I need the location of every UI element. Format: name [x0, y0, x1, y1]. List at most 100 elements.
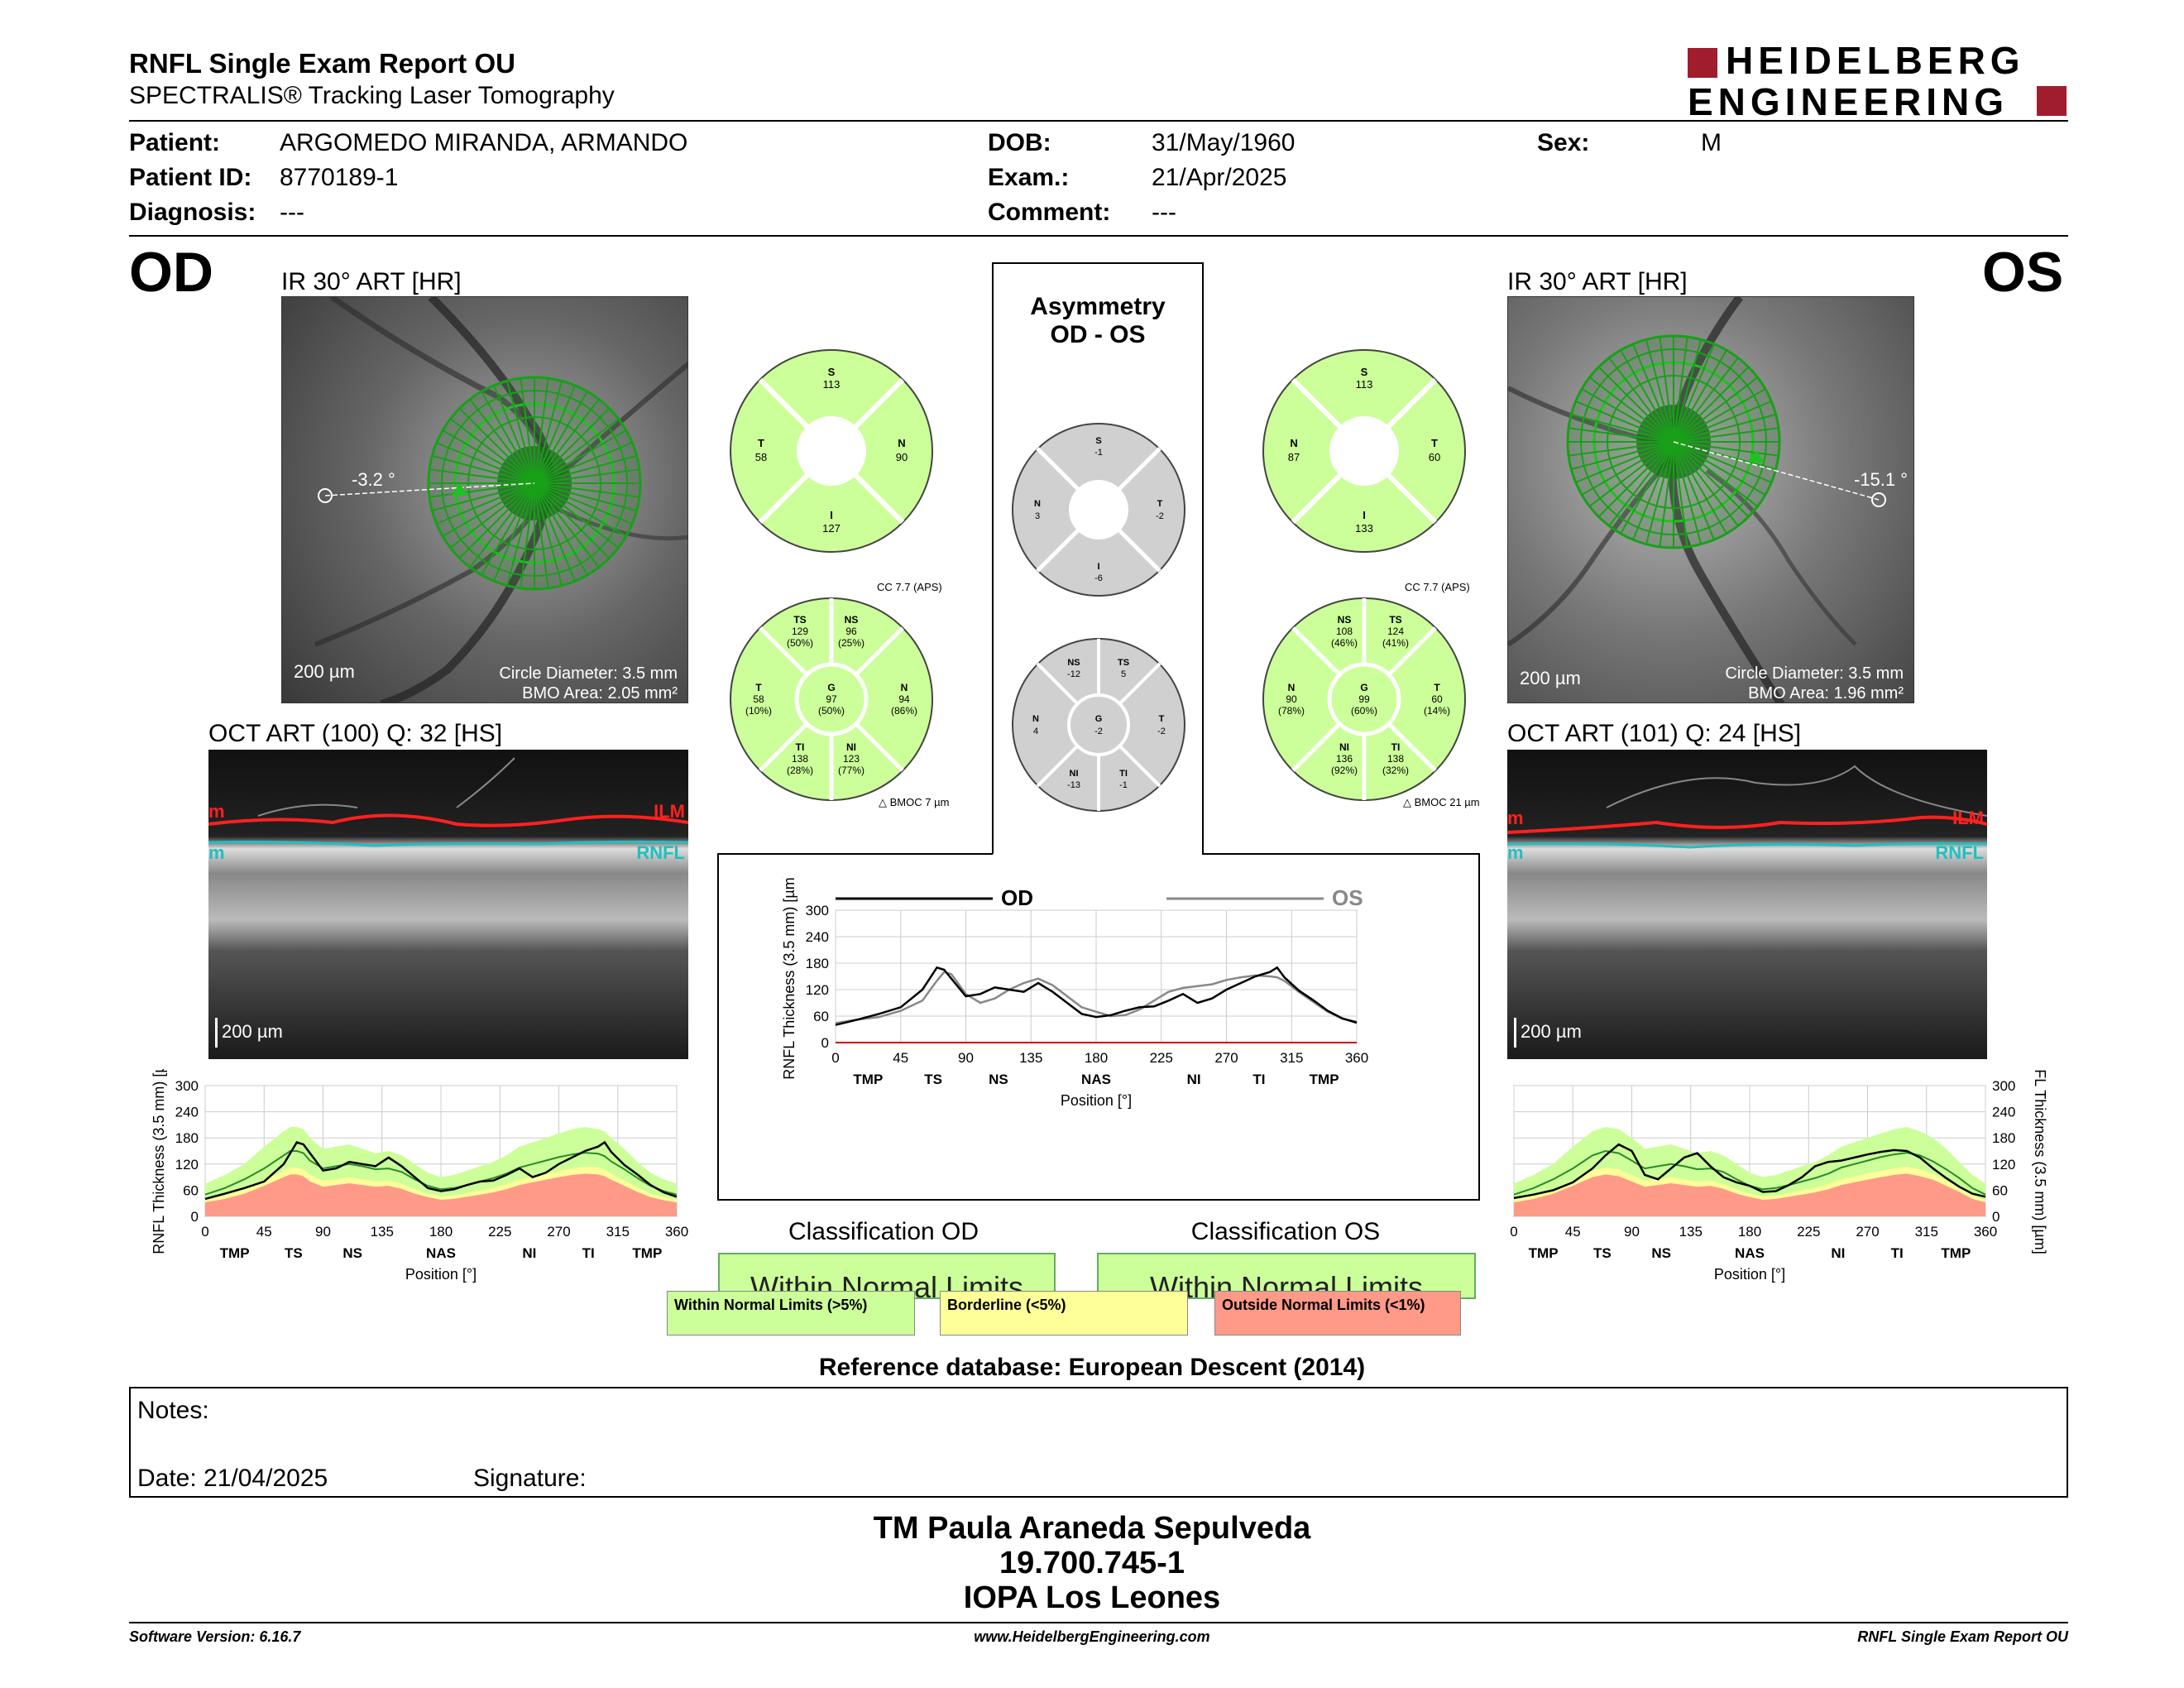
notes-box[interactable]: Notes: Date: 21/04/2025 Signature:	[129, 1387, 2068, 1498]
asym-ns-value: -12	[1067, 669, 1080, 679]
y-tick-label: 0	[191, 1209, 199, 1225]
reference-database: Reference database: European Descent (20…	[818, 1354, 1366, 1381]
od-n6-pct: (86%)	[891, 705, 917, 717]
scan-spoke	[429, 468, 535, 484]
logo-square-top	[1688, 48, 1717, 78]
od-g-pct: (50%)	[818, 705, 845, 717]
scan-spoke	[534, 398, 600, 484]
sector-label: NAS	[1081, 1072, 1111, 1087]
y-tick-label: 0	[821, 1035, 829, 1051]
y-tick-label: 300	[806, 903, 829, 918]
scan-spoke	[505, 482, 535, 586]
sector-label: NAS	[426, 1245, 456, 1261]
os-ilm-left: m	[1507, 808, 1524, 828]
footer-url[interactable]: www.HeidelbergEngineering.com	[974, 1628, 1210, 1645]
od-bmoc: △ BMOC 7 µm	[879, 796, 949, 809]
sector-label: NS	[989, 1072, 1008, 1087]
scan-spoke	[432, 454, 535, 484]
y-tick-label: 180	[1992, 1130, 2015, 1146]
asymmetry-subtitle: OD - OS	[1050, 321, 1146, 348]
os-fundus-image: -15.1 ° 200 µm Circle Diameter: 3.5 mm B…	[1507, 296, 1914, 703]
scan-spoke	[534, 391, 588, 484]
scan-spoke	[534, 418, 620, 484]
signer-name: TM Paula Araneda Sepulveda	[873, 1511, 1311, 1546]
scan-spoke	[458, 407, 535, 484]
scan-spoke	[534, 482, 588, 576]
scan-spoke	[1673, 441, 1739, 527]
scan-spoke	[1575, 400, 1674, 443]
scan-spoke	[1673, 441, 1727, 535]
sector-label: TI	[1891, 1245, 1904, 1261]
sector-label: NI	[1187, 1072, 1201, 1087]
scan-spoke	[1588, 376, 1674, 443]
scan-spoke	[1645, 441, 1674, 544]
scan-spoke	[436, 442, 535, 484]
od-oct-scale: 200 µm	[222, 1021, 283, 1042]
od-ir-label: IR 30° ART [HR]	[281, 268, 462, 295]
scan-spoke	[1673, 441, 1750, 518]
scan-spoke	[1620, 349, 1674, 443]
scan-spoke	[1673, 400, 1772, 443]
od-ns-pct: (25%)	[838, 637, 864, 649]
scan-spoke	[1575, 441, 1674, 483]
asym-i-value: -6	[1094, 573, 1103, 583]
x-axis-label: Position [°]	[1714, 1266, 1785, 1283]
x-tick-label: 0	[1510, 1224, 1517, 1240]
scan-spoke	[534, 482, 637, 512]
asymmetry-title: Asymmetry	[1030, 293, 1166, 320]
od-ns-value: 96	[845, 626, 857, 637]
x-tick-label: 315	[1280, 1050, 1303, 1066]
od-ilm-label: ILM	[654, 801, 685, 822]
os-line	[835, 971, 1358, 1024]
os-t-label: T	[1431, 437, 1438, 449]
heidelberg-logo: HEIDELBERG ENGINEERING	[1688, 41, 2068, 121]
scan-spoke	[534, 482, 611, 559]
asym-s-label: S	[1095, 436, 1101, 446]
os-rnfl-left: m	[1507, 842, 1524, 863]
thickness-line	[204, 1140, 678, 1201]
report-subtitle: SPECTRALIS® Tracking Laser Tomography	[129, 82, 615, 109]
scan-spoke	[534, 482, 640, 498]
os-g-value: 99	[1358, 693, 1370, 705]
scan-spoke	[449, 418, 535, 484]
diagnosis-label: Diagnosis:	[129, 199, 256, 226]
od-ts-pct: (50%)	[787, 637, 813, 649]
report-title: RNFL Single Exam Report OU	[129, 48, 515, 79]
os-cc: CC 7.7 (APS)	[1405, 581, 1470, 593]
od-i-value: 127	[822, 522, 841, 535]
notes-label: Notes:	[137, 1397, 209, 1424]
od-cc: CC 7.7 (APS)	[877, 581, 942, 593]
asym-i-label: I	[1097, 562, 1099, 572]
x-tick-label: 225	[488, 1224, 511, 1240]
classification-od-title: Classification OD	[788, 1218, 979, 1245]
x-tick-label: 135	[371, 1224, 394, 1240]
od-ni-label: NI	[846, 741, 856, 753]
exam-date: 21/Apr/2025	[1152, 164, 1287, 191]
y-tick-label: 180	[806, 956, 829, 971]
od-i-label: I	[830, 509, 833, 521]
y-tick-label: 60	[813, 1009, 829, 1024]
x-tick-label: 225	[1150, 1050, 1173, 1066]
os-oct-scale: 200 µm	[1521, 1021, 1582, 1042]
exam-label: Exam.:	[988, 164, 1070, 191]
asym-t-label: T	[1157, 499, 1163, 509]
asym-ti-label: TI	[1119, 769, 1128, 779]
y-tick-label: 240	[806, 929, 829, 945]
divider	[129, 1622, 2068, 1623]
od-ilm-left: m	[208, 801, 225, 822]
y-tick-label: 300	[1992, 1078, 2015, 1094]
od-ns-label: NS	[845, 614, 859, 626]
sector-label: TMP	[632, 1245, 662, 1261]
od-ni-value: 123	[843, 753, 860, 765]
sector-label: NI	[1831, 1245, 1845, 1261]
scan-spoke	[1597, 366, 1674, 443]
legend-borderline: Borderline (<5%)	[940, 1291, 1188, 1336]
asymmetry-sector-6: NS -12 TS 5 N 4 G -2 T -2 NI -13 TI -1	[1012, 638, 1185, 812]
os-bmo-area: BMO Area: 1.96 mm²	[1748, 684, 1904, 703]
od-oct-scan: m ILM m RNFL 200 µm	[208, 750, 688, 1059]
os-n6-value: 90	[1286, 693, 1297, 705]
scan-spoke	[1659, 336, 1674, 443]
software-version: Software Version: 6.16.7	[129, 1628, 301, 1645]
os-ns-pct: (46%)	[1331, 637, 1358, 649]
